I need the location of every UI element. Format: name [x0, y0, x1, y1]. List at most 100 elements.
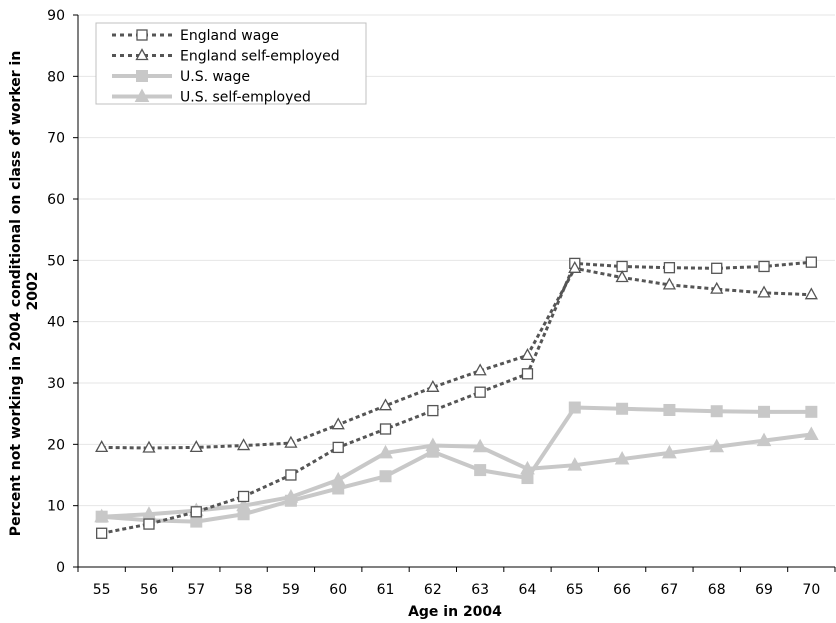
data-point: [236, 438, 251, 451]
series-line: [101, 266, 812, 450]
data-point: [236, 497, 251, 512]
y-tick-label: 70: [47, 131, 65, 147]
data-point: [567, 457, 583, 471]
data-point: [379, 470, 392, 483]
data-point: [472, 438, 488, 453]
legend-item: U.S. wage: [112, 69, 250, 85]
legend-marker: [135, 48, 149, 61]
data-point: [757, 285, 771, 298]
plot-area: [78, 15, 835, 567]
y-tick-label: 80: [47, 69, 65, 85]
data-point: [663, 262, 676, 274]
data-point: [521, 368, 534, 380]
data-point: [332, 441, 344, 454]
data-point: [284, 435, 298, 448]
x-tick-label: 60: [329, 582, 347, 598]
data-point: [615, 270, 629, 283]
data-point: [473, 363, 487, 376]
legend-label: U.S. wage: [180, 69, 250, 85]
data-point: [616, 260, 628, 273]
series-line: [101, 405, 812, 524]
y-axis-title-line-2: 2002: [25, 272, 41, 311]
data-point: [94, 508, 109, 523]
x-tick-labels: 55 56 57 58 59 60 61 62 63 64 65 66 67 68 69 70: [93, 582, 821, 598]
data-point: [378, 398, 393, 411]
x-axis-title: Age in 2004: [408, 604, 502, 620]
series-group: [94, 256, 819, 539]
series-line: [101, 432, 812, 519]
data-point: [189, 440, 203, 453]
data-point: [805, 256, 817, 268]
data-point: [710, 405, 723, 418]
data-point: [756, 432, 772, 447]
x-tick-label: 69: [755, 582, 773, 598]
data-point: [804, 287, 818, 300]
legend-marker: [134, 88, 150, 102]
x-tick-label: 66: [613, 582, 631, 598]
data-point: [568, 401, 581, 414]
data-point: [614, 451, 630, 465]
y-tick-label: 0: [56, 560, 65, 576]
y-tick-label: 90: [47, 8, 65, 24]
y-tick-label: 10: [47, 499, 65, 515]
data-point: [662, 277, 677, 290]
x-tick-label: 63: [471, 582, 489, 598]
data-point: [378, 444, 393, 459]
y-tick-label: 30: [47, 376, 65, 392]
data-point: [616, 402, 629, 415]
y-tick-label: 20: [47, 437, 65, 453]
legend: England wage England self-employed U.S. wa…: [95, 22, 367, 106]
data-point: [520, 460, 535, 475]
series-england-self-employed: [95, 260, 818, 453]
data-point: [474, 464, 487, 477]
x-tick-label: 56: [140, 582, 158, 598]
data-point: [711, 262, 723, 274]
data-point: [237, 490, 250, 503]
data-point: [283, 489, 299, 503]
data-point: [663, 403, 676, 416]
data-point: [96, 527, 108, 539]
data-point: [285, 469, 297, 481]
x-tick-label: 62: [424, 582, 442, 598]
x-tick-label: 57: [187, 582, 205, 598]
data-point: [190, 515, 203, 528]
x-tick-label: 59: [282, 582, 300, 598]
legend-item: U.S. self-employed: [112, 88, 311, 106]
data-point: [710, 281, 724, 294]
data-point: [379, 423, 392, 435]
data-point: [520, 348, 535, 361]
x-tick-label: 61: [377, 582, 395, 598]
data-point: [568, 260, 582, 273]
data-point: [474, 386, 486, 398]
x-tick-label: 70: [802, 582, 820, 598]
data-point: [709, 438, 725, 453]
x-tick-label: 68: [708, 582, 726, 598]
legend-label: England self-employed: [180, 49, 340, 65]
y-axis-title-line-1: Percent not working in 2004 conditional …: [8, 51, 24, 537]
data-point: [95, 440, 109, 453]
y-tick-labels: 0 10 20 30 40 50 60 70 80 90: [47, 8, 65, 576]
data-point: [662, 444, 677, 459]
x-tick-label: 55: [93, 582, 111, 598]
data-point: [758, 405, 771, 418]
data-point: [331, 417, 345, 430]
data-point: [427, 404, 439, 417]
y-axis-title: Percent not working in 2004 conditional …: [8, 46, 41, 536]
series-line: [101, 260, 812, 535]
axes: [77, 15, 836, 572]
legend-label: England wage: [180, 28, 279, 44]
data-point: [425, 437, 441, 452]
data-point: [330, 471, 346, 486]
y-tick-label: 40: [47, 315, 65, 331]
data-point: [758, 260, 770, 273]
data-point: [190, 506, 202, 518]
legend-marker: [136, 70, 148, 82]
legend-item: England wage: [112, 28, 279, 44]
y-tick-label: 60: [47, 192, 65, 208]
data-point: [142, 440, 156, 453]
data-point: [804, 426, 819, 441]
series-u-s-wage: [95, 401, 818, 528]
data-point: [143, 518, 155, 530]
x-tick-label: 64: [519, 582, 537, 598]
